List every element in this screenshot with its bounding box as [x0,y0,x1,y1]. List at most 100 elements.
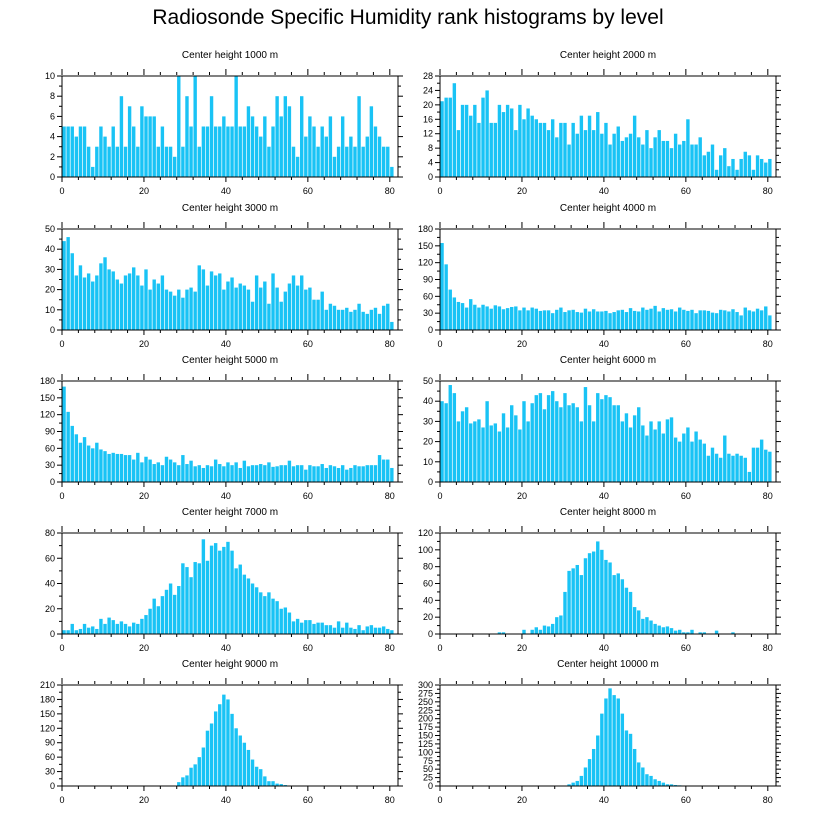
bar [328,465,333,482]
bar [152,279,156,330]
x-tick-label: 40 [221,491,231,501]
bar [132,622,136,634]
bar [369,309,374,330]
bar [177,76,181,177]
bar [534,119,538,177]
bar [381,459,386,482]
bar [735,312,739,330]
y-tick-label: 40 [45,244,55,254]
bar [657,421,661,482]
bar [373,627,378,634]
bar [148,116,152,177]
bar [86,445,91,482]
bar [604,395,608,482]
bar [493,305,498,330]
bar [287,612,292,634]
bar [542,409,547,482]
bar [653,623,657,634]
bar [579,421,584,482]
bar [357,96,361,177]
bar [82,623,87,634]
bar [381,146,386,177]
bar [464,307,469,330]
bar [189,577,193,634]
bar [66,237,70,330]
bar [538,393,543,482]
bar [624,587,629,634]
bar [469,423,473,482]
x-tick-label: 60 [681,643,691,653]
y-tick-label: 80 [423,562,433,572]
y-tick-label: 75 [423,756,433,766]
bar [70,253,74,330]
bar [641,618,645,634]
bar [477,419,481,482]
bar [657,780,661,786]
bar [91,166,95,177]
bar [682,140,686,177]
bar [107,146,111,177]
bar [571,403,575,482]
x-tick-label: 0 [59,186,64,196]
bar [242,285,247,330]
bar [710,447,715,482]
bar [250,583,255,634]
bar [538,310,543,330]
bar [267,462,271,482]
bar [583,308,588,330]
bar [263,116,267,177]
bar [714,453,719,482]
bar [312,623,316,634]
bar [739,455,743,482]
bar [328,116,333,177]
bar [238,735,242,786]
bar [304,620,308,634]
bar [246,578,251,634]
x-tick-label: 40 [599,795,609,805]
bar [645,309,649,330]
bar [665,626,670,634]
y-tick-label: 90 [423,275,433,285]
bar [575,407,579,482]
bar [583,558,588,634]
bar [702,310,706,330]
bar [205,126,210,177]
bar [505,104,510,177]
x-tick-label: 80 [763,643,773,653]
y-tick-label: 200 [418,714,433,724]
bar [295,156,300,177]
bar [201,467,206,482]
y-tick-label: 25 [423,773,433,783]
bar [682,632,686,634]
bar [505,308,510,330]
x-tick-label: 20 [139,491,149,501]
bar [723,435,727,482]
bar [645,774,649,786]
x-tick-label: 40 [599,339,609,349]
bar [271,598,275,634]
bar [357,466,361,482]
panel-title: Center height 6000 m [560,355,656,366]
bar [226,281,230,330]
bar [759,310,764,330]
bar [723,310,727,330]
bar [456,301,461,330]
y-tick-label: 125 [418,739,433,749]
y-tick-label: 0 [428,477,433,487]
bar [230,465,234,482]
bar [308,116,312,177]
bar [373,126,378,177]
bar [723,148,727,177]
bar [390,321,394,330]
y-tick-label: 40 [423,595,433,605]
bar [144,116,148,177]
y-tick-label: 0 [428,325,433,335]
x-tick-label: 40 [599,643,609,653]
bar [291,275,296,330]
bar [514,415,518,482]
bar [739,315,743,330]
bar [279,301,283,330]
bar [332,466,337,482]
y-tick-label: 8 [428,143,433,153]
bar [534,308,538,330]
